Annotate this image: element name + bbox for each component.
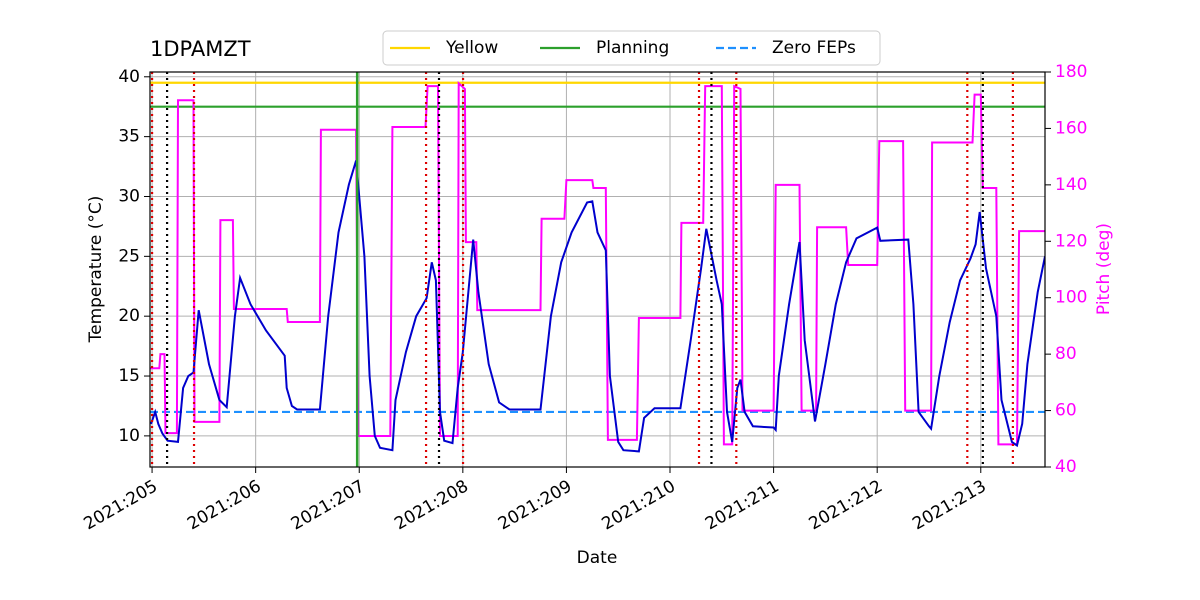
legend — [382, 30, 881, 66]
y2-axis-label: Pitch (deg) — [1094, 223, 1114, 315]
y2-tick-label: 180 — [1055, 62, 1087, 82]
grid — [150, 72, 1045, 467]
legend-label: Yellow — [445, 38, 498, 58]
x-tick-label: 2021:210 — [598, 476, 679, 534]
axes-frame — [149, 71, 1046, 468]
legend-entries: Yellow Planning Zero FEPs — [390, 38, 856, 58]
y2-tick-label: 60 — [1055, 401, 1077, 421]
y-tick-label: 20 — [118, 306, 140, 326]
x-tick-label: 2021:209 — [495, 476, 576, 534]
data-line — [150, 81, 1045, 446]
x-tick-label: 2021:207 — [288, 476, 369, 534]
y2-tick-label: 160 — [1055, 118, 1087, 138]
y-tick-label: 40 — [118, 67, 140, 87]
y-tick-label: 35 — [118, 127, 140, 147]
y-tick-label: 30 — [118, 186, 140, 206]
y-axis-label: Temperature (°C) — [86, 196, 106, 344]
y-tick-label: 25 — [118, 246, 140, 266]
plot-area — [150, 72, 1045, 467]
x-tick-label: 2021:211 — [702, 476, 783, 534]
x-tick-label: 2021:213 — [909, 476, 990, 534]
x-tick-label: 2021:208 — [391, 476, 472, 534]
y2-tick-label: 100 — [1055, 288, 1087, 308]
y-tick-label: 15 — [118, 366, 140, 386]
data-line — [150, 160, 1045, 453]
x-tick-label: 2021:206 — [184, 476, 265, 534]
legend-label: Zero FEPs — [772, 38, 856, 58]
y2-tick-label: 40 — [1055, 457, 1077, 477]
y2-tick-label: 80 — [1055, 344, 1077, 364]
y2-tick-label: 120 — [1055, 231, 1087, 251]
x-tick-label: 2021:205 — [81, 476, 162, 534]
x-axis-label: Date — [577, 548, 618, 568]
y-tick-label: 10 — [118, 426, 140, 446]
x-tick-label: 2021:212 — [806, 476, 887, 534]
chart-title: 1DPAMZT — [150, 37, 251, 61]
legend-label: Planning — [596, 38, 669, 58]
y2-tick-label: 140 — [1055, 175, 1087, 195]
